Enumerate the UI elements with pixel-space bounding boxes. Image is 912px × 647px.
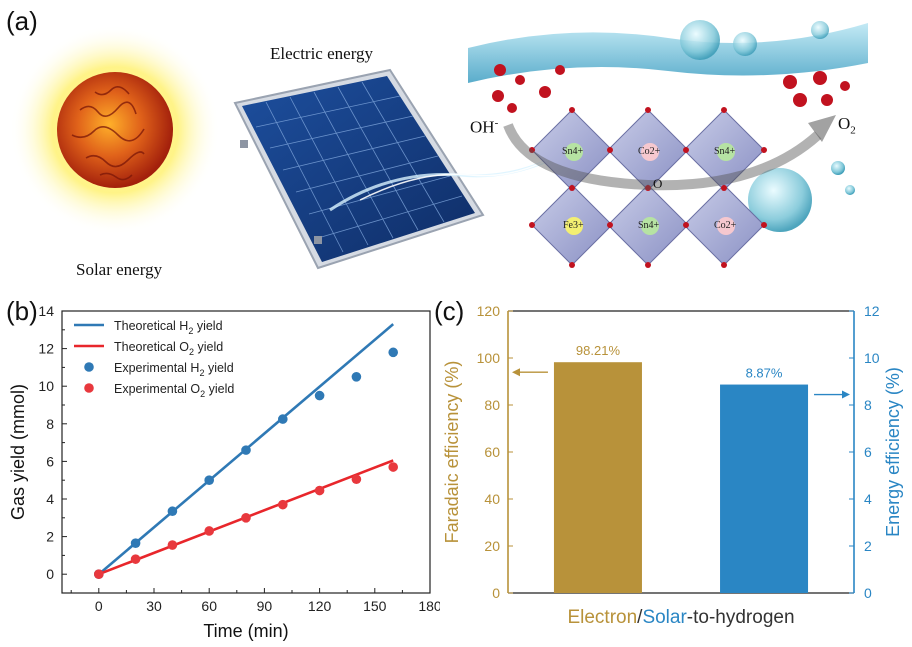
molecule-illustration bbox=[492, 64, 850, 113]
solar-panel-illustration bbox=[233, 68, 561, 270]
y-tick-label: 4 bbox=[46, 491, 54, 507]
y-tick-label: 6 bbox=[46, 453, 54, 469]
x-tick-label: 90 bbox=[257, 598, 273, 614]
efficiency-bar bbox=[720, 384, 809, 593]
legend-swatch-marker bbox=[84, 383, 94, 393]
water-illustration bbox=[468, 20, 868, 232]
left-y-tick-label: 0 bbox=[492, 585, 500, 601]
y-axis-label: Gas yield (mmol) bbox=[8, 384, 28, 520]
data-point-3 bbox=[388, 462, 399, 472]
bar-value-label: 8.87% bbox=[746, 366, 783, 381]
legend-entry: Theoretical H2 yield bbox=[114, 319, 223, 336]
x-tick-label: 120 bbox=[308, 598, 332, 614]
data-point-3 bbox=[130, 554, 141, 564]
octahedron-label-2: Co2+ bbox=[638, 146, 661, 157]
octahedron-label-5: Sn4+ bbox=[638, 220, 660, 231]
right-y-tick-label: 4 bbox=[864, 491, 872, 507]
plot-frame bbox=[61, 310, 431, 594]
octahedron-label-3: Sn4+ bbox=[714, 146, 736, 157]
data-point-2 bbox=[204, 475, 214, 485]
x-axis-label: Electron/Solar-to-hydrogen bbox=[567, 607, 794, 628]
data-point-2 bbox=[278, 414, 288, 424]
reaction-arrow bbox=[503, 123, 822, 191]
right-y-tick-label: 12 bbox=[864, 303, 880, 319]
right-axis-arrowhead bbox=[842, 390, 850, 399]
left-y-axis-label: Faradaic efficiency (%) bbox=[442, 361, 462, 544]
y-tick-label: 10 bbox=[38, 378, 54, 394]
electric-energy-label: Electric energy bbox=[270, 44, 374, 63]
data-point-3 bbox=[94, 569, 104, 579]
right-y-tick-label: 2 bbox=[864, 538, 872, 554]
left-y-tick-label: 120 bbox=[477, 303, 501, 319]
legend-entry: Theoretical O2 yield bbox=[114, 340, 223, 357]
hydroxide-charge: - bbox=[494, 117, 499, 129]
data-point-2 bbox=[241, 445, 251, 455]
right-y-tick-label: 0 bbox=[864, 585, 872, 601]
oxygen-text: O bbox=[838, 114, 851, 133]
x-axis-label: Time (min) bbox=[203, 621, 288, 641]
legend-entry: Experimental H2 yield bbox=[114, 361, 234, 378]
right-y-tick-label: 8 bbox=[864, 397, 872, 413]
octahedron-label-4: Fe3+ bbox=[563, 220, 584, 231]
data-point-3 bbox=[314, 485, 325, 496]
data-point-2 bbox=[167, 506, 178, 517]
bridging-oxygen-label: O bbox=[653, 176, 663, 191]
left-y-tick-label: 60 bbox=[484, 444, 500, 460]
x-tick-label: 180 bbox=[418, 598, 440, 614]
right-y-tick-label: 10 bbox=[864, 350, 880, 366]
data-point-3 bbox=[167, 540, 178, 550]
panel-a-label: (a) bbox=[6, 6, 38, 36]
y-tick-label: 12 bbox=[38, 341, 54, 357]
panel-c-label: (c) bbox=[434, 296, 465, 326]
data-point-3 bbox=[241, 513, 251, 523]
y-tick-label: 2 bbox=[46, 529, 54, 545]
panel-b-label: (b) bbox=[6, 296, 38, 326]
octahedron-label-1: Sn4+ bbox=[562, 146, 584, 157]
data-point-2 bbox=[351, 372, 362, 382]
solar-energy-label: Solar energy bbox=[76, 260, 163, 279]
oxygen-product-label: O2 bbox=[838, 114, 856, 136]
data-point-3 bbox=[278, 499, 288, 510]
hydroxide-label: OH- bbox=[470, 117, 498, 138]
y-tick-label: 14 bbox=[38, 303, 54, 319]
data-point-2 bbox=[130, 538, 141, 548]
efficiency-bar bbox=[553, 362, 642, 593]
right-y-tick-label: 6 bbox=[864, 444, 872, 460]
perovskite-octahedra bbox=[529, 107, 767, 268]
legend-swatch-marker bbox=[84, 362, 94, 372]
left-y-tick-label: 20 bbox=[484, 538, 500, 554]
reaction-arrowhead bbox=[808, 115, 836, 142]
left-y-tick-label: 100 bbox=[477, 350, 501, 366]
x-tick-label: 150 bbox=[363, 598, 387, 614]
data-point-3 bbox=[351, 474, 362, 485]
octahedron-label-6: Co2+ bbox=[714, 220, 737, 231]
y-tick-label: 8 bbox=[46, 416, 54, 432]
data-point-2 bbox=[388, 347, 399, 358]
sun-illustration bbox=[10, 25, 220, 235]
hydroxide-text: OH bbox=[470, 117, 495, 137]
left-axis-arrowhead bbox=[512, 368, 520, 377]
oxygen-subscript: 2 bbox=[850, 124, 856, 137]
bar-value-label: 98.21% bbox=[576, 343, 621, 358]
y-tick-label: 0 bbox=[46, 566, 54, 582]
panel-a-illustration bbox=[10, 20, 868, 270]
data-point-3 bbox=[204, 526, 214, 536]
x-tick-label: 60 bbox=[201, 598, 217, 614]
data-point-2 bbox=[314, 390, 325, 401]
left-y-tick-label: 40 bbox=[484, 491, 500, 507]
x-tick-label: 0 bbox=[95, 598, 103, 614]
gas-yield-chart: 0 30 60 90 120 150 180 0 2 4 6 8 10 12 14 Time (min) Gas… bbox=[8, 303, 440, 641]
legend-entry: Experimental O2 yield bbox=[114, 382, 234, 399]
x-tick-label: 30 bbox=[146, 598, 162, 614]
right-y-axis-label: Energy efficiency (%) bbox=[883, 367, 903, 537]
efficiency-chart: 0 20 40 60 80 100 120 0 2 4 6 8 10 12 Faradaic efficie… bbox=[442, 303, 903, 628]
left-y-tick-label: 80 bbox=[484, 397, 500, 413]
